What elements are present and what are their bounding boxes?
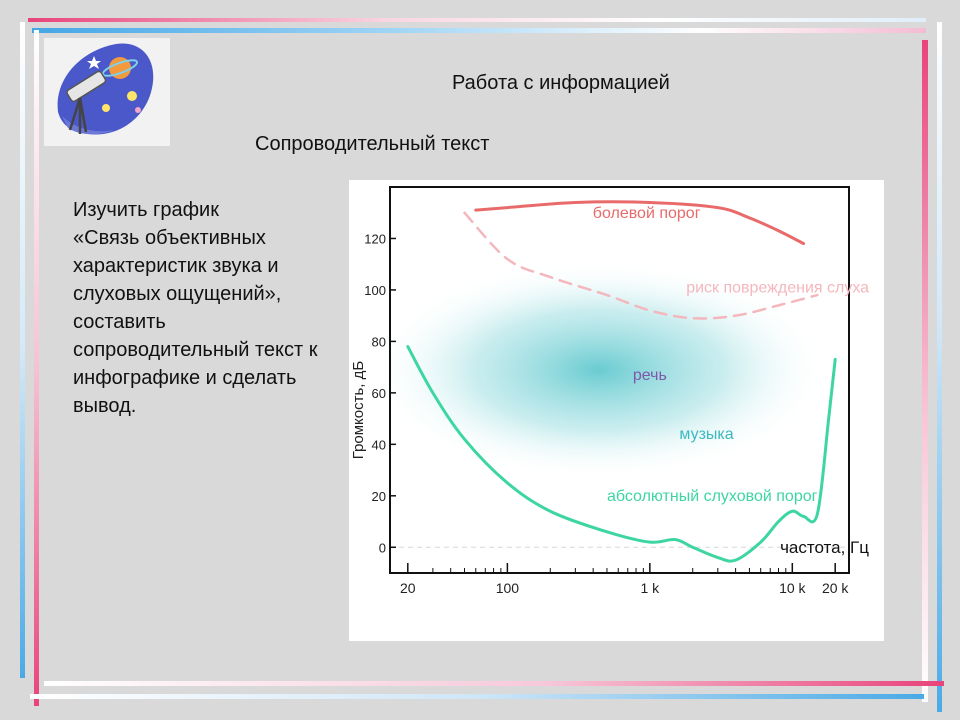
frame-left-line-outer xyxy=(20,22,25,678)
series-line xyxy=(406,345,837,563)
speech-music-region xyxy=(369,260,829,480)
logo-image xyxy=(44,38,170,146)
frame-bottom-line-pink xyxy=(44,681,944,686)
frame-top-line-inner xyxy=(32,28,926,33)
frame-right-line-blue xyxy=(937,22,942,712)
series-label: абсолютный слуховой порог xyxy=(607,488,818,505)
y-tick-label: 20 xyxy=(372,489,386,504)
telescope-astronomy-icon xyxy=(57,43,154,135)
y-tick-label: 40 xyxy=(372,437,386,452)
region-label: речь xyxy=(633,367,667,384)
slide-subtitle: Сопроводительный текст xyxy=(255,133,490,155)
series-label: риск повреждения слуха xyxy=(686,280,869,297)
y-tick-label: 0 xyxy=(379,540,386,555)
frame-bottom-line-blue xyxy=(30,694,924,699)
y-tick-label: 60 xyxy=(372,386,386,401)
y-tick-label: 80 xyxy=(372,334,386,349)
frame-right-line-pink xyxy=(922,40,928,702)
x-tick-label: 1 k xyxy=(640,580,660,596)
series-line xyxy=(474,200,806,246)
x-tick-label: 10 k xyxy=(779,580,806,596)
series-line xyxy=(463,211,819,320)
plot-frame xyxy=(389,186,850,574)
series-label: болевой порог xyxy=(593,205,701,222)
y-tick-label: 100 xyxy=(364,283,386,298)
sound-chart: 0 20 40 60 80 100 120 20 100 1 k 10 k 20 k болевой п… xyxy=(350,186,869,596)
slide-title: Работа с информацией xyxy=(452,72,670,94)
x-tick-label: 20 k xyxy=(822,580,849,596)
x-tick-label: 20 xyxy=(400,580,416,596)
task-text: Изучить график «Связь объективных характ… xyxy=(73,199,318,417)
x-tick-label: 100 xyxy=(496,580,520,596)
frame-top-line-outer xyxy=(28,18,926,22)
region-label: музыка xyxy=(679,426,733,443)
y-axis-label: Громкость, дБ xyxy=(350,361,367,460)
chart-panel: 0 20 40 60 80 100 120 20 100 1 k 10 k 20 k болевой п… xyxy=(349,180,884,641)
x-axis-label: частота, Гц xyxy=(780,538,869,557)
y-tick-label: 120 xyxy=(364,231,386,246)
frame-left-line-inner xyxy=(34,30,39,706)
